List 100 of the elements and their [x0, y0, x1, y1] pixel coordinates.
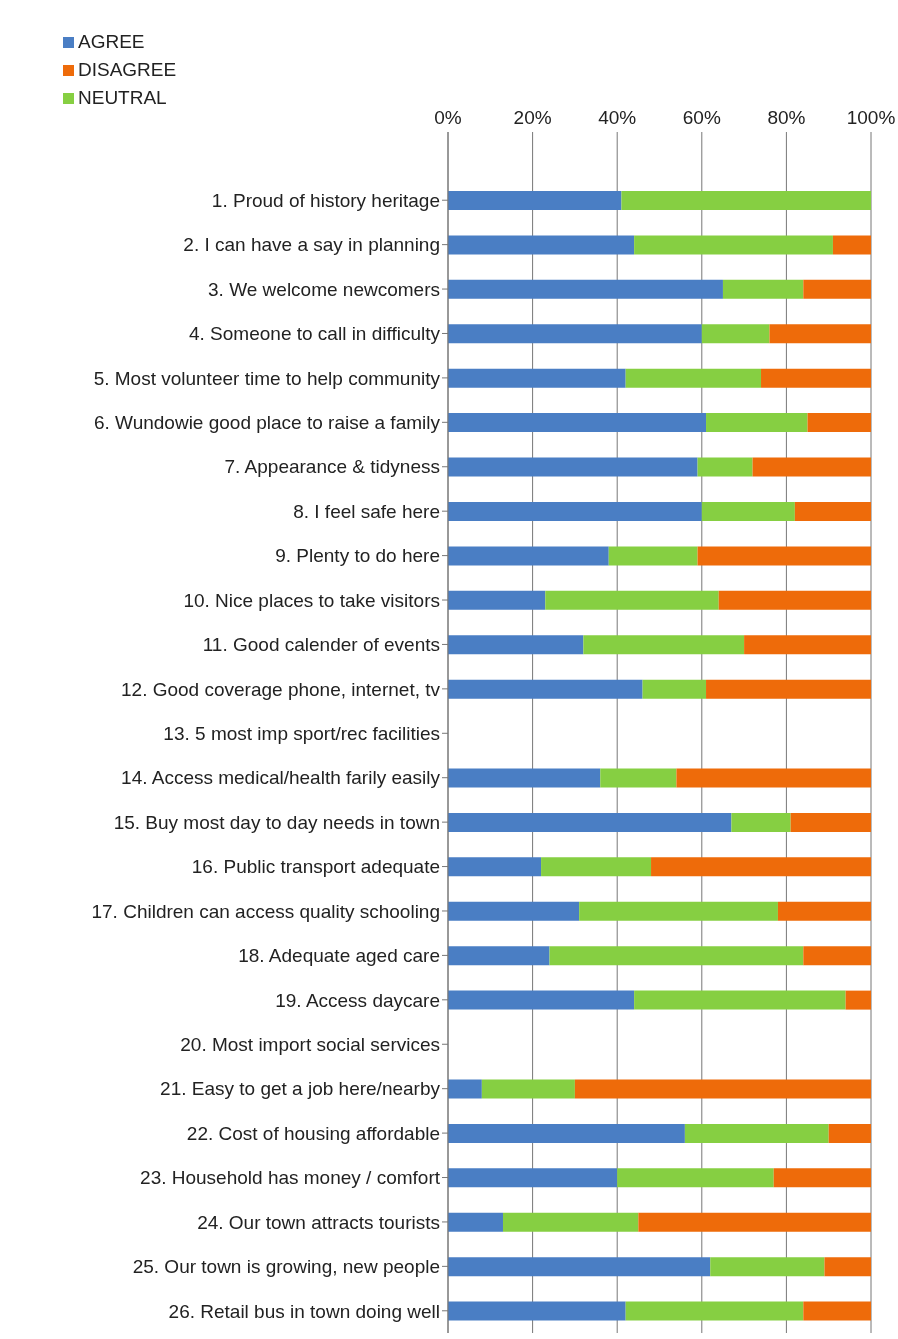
- bar: [448, 368, 626, 388]
- y-tick-label: 18. Adequate aged care: [238, 945, 440, 967]
- bar: [634, 235, 833, 255]
- bar: [448, 946, 550, 966]
- bar: [803, 279, 871, 299]
- y-tick-label: 26. Retail bus in town doing well: [168, 1300, 440, 1322]
- bar: [710, 1257, 825, 1277]
- bar: [617, 1168, 774, 1188]
- y-tick-label: 11. Good calender of events: [202, 634, 440, 656]
- bar: [448, 546, 609, 566]
- legend-label: NEUTRAL: [78, 87, 167, 108]
- bar: [448, 857, 542, 877]
- bar: [583, 635, 745, 655]
- y-tick-label: 7. Appearance & tidyness: [224, 456, 440, 478]
- bar: [502, 1212, 639, 1232]
- bar: [448, 1257, 711, 1277]
- bar: [448, 413, 707, 433]
- bar: [794, 501, 871, 521]
- bar: [752, 457, 871, 477]
- y-tick-label: 16. Public transport adequate: [191, 856, 440, 878]
- y-tick-label: 20. Most import social services: [180, 1033, 440, 1055]
- bar: [731, 812, 791, 832]
- bar: [676, 768, 871, 788]
- bar: [448, 1123, 685, 1143]
- legend-label: DISAGREE: [78, 59, 177, 80]
- bar: [448, 590, 546, 610]
- y-tick-label: 23. Household has money / comfort: [140, 1167, 441, 1189]
- bar: [642, 679, 707, 699]
- bar: [621, 191, 871, 210]
- x-tick-label: 40%: [598, 107, 637, 128]
- bar: [638, 1212, 871, 1232]
- bar: [718, 590, 871, 610]
- bar: [697, 457, 753, 477]
- x-tick-label: 20%: [513, 107, 552, 128]
- bar: [824, 1257, 871, 1277]
- bar: [634, 990, 846, 1010]
- bar: [545, 590, 719, 610]
- bar: [790, 812, 871, 832]
- bar: [448, 1079, 482, 1099]
- bar: [448, 191, 622, 210]
- x-tick-label: 100%: [846, 107, 896, 128]
- y-tick-label: 5. Most volunteer time to help community: [93, 367, 441, 389]
- y-tick-label: 8. I feel safe here: [293, 500, 440, 522]
- bar: [807, 413, 871, 433]
- bar: [448, 279, 723, 299]
- y-tick-label: 6. Wundowie good place to raise a family: [93, 412, 441, 434]
- bar: [448, 768, 601, 788]
- y-tick-label: 19. Access daycare: [275, 989, 440, 1011]
- bar: [625, 1301, 804, 1321]
- legend-label: AGREE: [78, 31, 145, 52]
- bar: [701, 324, 770, 344]
- y-tick-label: 4. Someone to call in difficulty: [188, 323, 441, 345]
- bar: [448, 1212, 503, 1232]
- bar: [744, 635, 871, 655]
- bar: [769, 324, 871, 344]
- y-tick-label: 1. Proud of history heritage: [211, 189, 440, 211]
- bar: [608, 546, 698, 566]
- bar: [722, 279, 804, 299]
- y-tick-label: 3. We welcome newcomers: [208, 278, 440, 300]
- y-tick-label: 17. Children can access quality schooling: [91, 900, 440, 922]
- x-tick-label: 0%: [434, 107, 462, 128]
- bar: [651, 857, 871, 877]
- bar: [448, 1301, 626, 1321]
- bar: [448, 235, 635, 255]
- y-tick-label: 2. I can have a say in planning: [183, 234, 440, 256]
- bar: [481, 1079, 575, 1099]
- x-tick-label: 80%: [767, 107, 806, 128]
- bar: [828, 1123, 871, 1143]
- bar: [803, 946, 871, 966]
- bar: [448, 901, 580, 921]
- bar: [625, 368, 762, 388]
- y-tick-label: 14. Access medical/health farily easily: [121, 767, 441, 789]
- bar: [706, 413, 808, 433]
- bar: [448, 812, 732, 832]
- bar: [574, 1079, 871, 1099]
- y-tick-label: 12. Good coverage phone, internet, tv: [121, 678, 441, 700]
- bar: [845, 990, 871, 1010]
- y-tick-label: 10. Nice places to take visitors: [183, 589, 440, 611]
- bar: [448, 324, 702, 344]
- y-tick-label: 24. Our town attracts tourists: [197, 1211, 440, 1233]
- bar: [684, 1123, 829, 1143]
- y-tick-label: 9. Plenty to do here: [275, 545, 440, 567]
- y-tick-label: 15. Buy most day to day needs in town: [113, 811, 440, 833]
- y-tick-label: 25. Our town is growing, new people: [132, 1256, 440, 1278]
- bar: [706, 679, 871, 699]
- bar: [697, 546, 871, 566]
- y-tick-label: 22. Cost of housing affordable: [186, 1122, 440, 1144]
- bar: [549, 946, 804, 966]
- x-tick-label: 60%: [682, 107, 721, 128]
- bar: [701, 501, 795, 521]
- bar: [448, 990, 635, 1010]
- bar: [448, 501, 702, 521]
- bar: [579, 901, 778, 921]
- bar: [803, 1301, 871, 1321]
- bar: [832, 235, 871, 255]
- bar: [448, 457, 698, 477]
- bar: [541, 857, 652, 877]
- bar: [777, 901, 871, 921]
- bar: [600, 768, 677, 788]
- bar: [448, 679, 643, 699]
